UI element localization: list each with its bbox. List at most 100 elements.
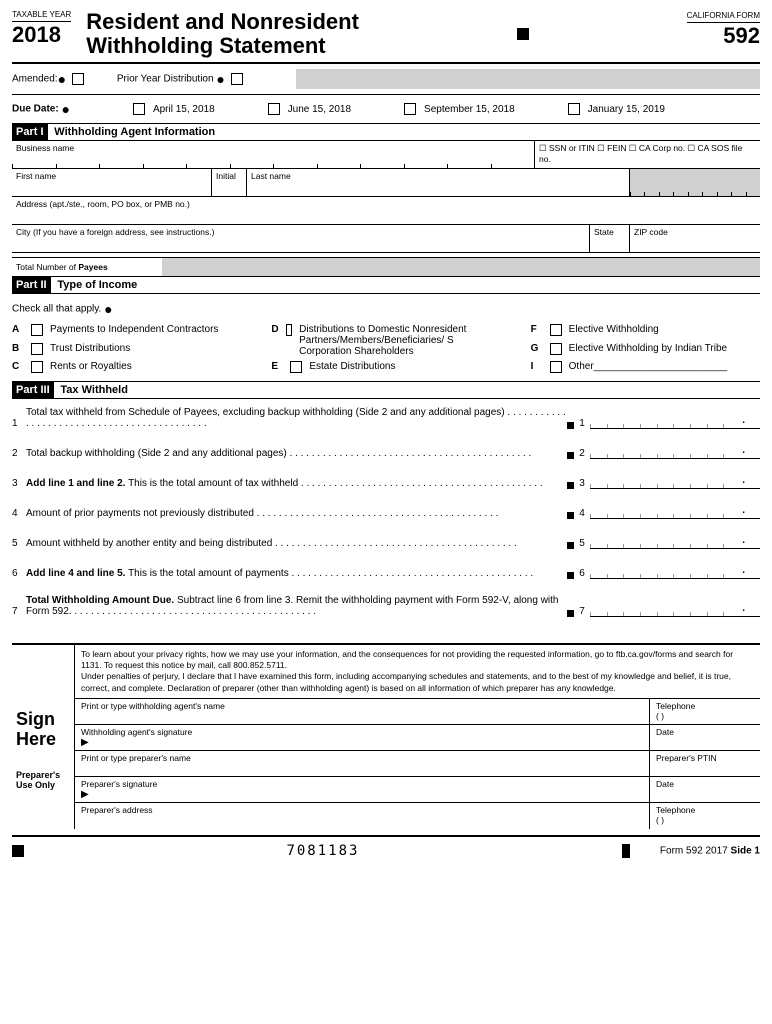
business-name-label: Business name [16,143,74,153]
date-2: June 15, 2018 [288,104,351,115]
form-title-2: Withholding Statement [86,34,359,58]
income-f: Elective Withholding [569,324,659,335]
amended-row: Amended:● Prior Year Distribution ● [12,64,760,95]
payees-label: Total Number of Payees [16,262,108,272]
income-g: Elective Withholding by Indian Tribe [569,343,727,354]
part3-header-row: Part III Tax Withheld [12,382,760,398]
phone-paren-2[interactable]: ( ) [656,815,664,825]
footer-code: 7081183 [286,843,359,859]
payees-row: Total Number of Payees [12,257,760,277]
income-check-c[interactable] [31,361,43,373]
income-d: Distributions to Domestic Nonresident Pa… [299,324,501,357]
address-label: Address (apt./ste., room, PO box, or PMB… [12,197,760,224]
name-row: First name Initial Last name [12,169,760,197]
preparer-label: Preparer's Use Only [16,770,70,790]
income-b: Trust Distributions [50,343,130,354]
payees-input[interactable] [162,258,760,276]
form-header: TAXABLE YEAR 2018 Resident and Nonreside… [12,10,760,64]
date-3: September 15, 2018 [424,104,515,115]
tax-line-3: 3Add line 1 and line 2. This is the tota… [12,467,760,497]
header-marker [517,28,529,40]
agent-name-field[interactable]: Print or type withholding agent's name [75,699,650,724]
business-name-row: Business name ☐ SSN or ITIN ☐ FEIN ☐ CA … [12,141,760,169]
tax-amount-7[interactable]: . [590,603,760,617]
tax-lines: 1Total tax withheld from Schedule of Pay… [12,399,760,625]
tax-amount-5[interactable]: . [590,535,760,549]
address-row[interactable]: Address (apt./ste., room, PO box, or PMB… [12,197,760,225]
income-i: Other________________________ [569,361,728,372]
income-check-a[interactable] [31,324,43,336]
income-check-e[interactable] [290,361,302,373]
ptin-field[interactable]: Preparer's PTIN [650,751,760,776]
phone-paren[interactable]: ( ) [656,711,664,721]
id-checks[interactable]: ☐ SSN or ITIN ☐ FEIN ☐ CA Corp no. ☐ CA … [535,141,760,168]
income-check-i[interactable] [550,361,562,373]
tax-line-6: 6Add line 4 and line 5. This is the tota… [12,557,760,587]
state-label[interactable]: State [590,225,630,252]
tax-year: 2018 [12,22,71,48]
date-checkbox-3[interactable] [404,103,416,115]
tax-amount-2[interactable]: . [590,445,760,459]
income-check-f[interactable] [550,324,562,336]
date-checkbox-4[interactable] [568,103,580,115]
part3-badge: Part III [12,382,54,398]
preparer-name-field[interactable]: Print or type preparer's name [75,751,650,776]
date-checkbox-2[interactable] [268,103,280,115]
sign-section: Sign Here Preparer's Use Only To learn a… [12,643,760,828]
tax-amount-6[interactable]: . [590,565,760,579]
first-name-label[interactable]: First name [12,169,212,196]
sign-title: Sign Here [16,710,70,750]
privacy-text: To learn about your privacy rights, how … [75,645,760,698]
part2-badge: Part II [12,277,51,293]
preparer-sig-field[interactable]: Preparer's signature▶ [75,777,650,802]
telephone-label: Telephone [656,701,695,711]
due-date-row: Due Date: ● April 15, 2018 June 15, 2018… [12,95,760,124]
ca-form-label: CALIFORNIA FORM [687,11,760,23]
form-title-1: Resident and Nonresident [86,10,359,34]
tax-amount-3[interactable]: . [590,475,760,489]
tax-amount-4[interactable]: . [590,505,760,519]
tax-line-7: 7Total Withholding Amount Due. Subtract … [12,587,760,625]
tax-year-label: TAXABLE YEAR [12,10,71,22]
tax-form-page: TAXABLE YEAR 2018 Resident and Nonreside… [0,0,772,869]
date-checkbox-1[interactable] [133,103,145,115]
prior-year-checkbox[interactable] [231,73,243,85]
footer-form-ref: Form 592 2017 [660,845,728,856]
income-check-g[interactable] [550,343,562,355]
part2-title: Type of Income [53,277,141,293]
income-grid: APayments to Independent Contractors DDi… [12,320,760,377]
date-field-2[interactable]: Date [650,777,760,802]
part3-title: Tax Withheld [56,382,132,398]
footer: 7081183 Form 592 2017 Side 1 [12,835,760,859]
agent-sig-field[interactable]: Withholding agent's signature▶ [75,725,650,750]
amended-checkbox[interactable] [72,73,84,85]
form-number: 592 [687,23,760,49]
footer-marker-right [622,844,630,858]
zip-label[interactable]: ZIP code [630,225,760,252]
amended-label: Amended: [12,74,58,85]
last-name-label[interactable]: Last name [247,169,630,196]
due-date-label: Due Date: [12,104,59,115]
check-all-label: Check all that apply. [12,304,101,315]
prior-year-label: Prior Year Distribution [117,74,214,85]
date-1: April 15, 2018 [153,104,215,115]
income-check-d[interactable] [286,324,293,336]
telephone-label-2: Telephone [656,805,695,815]
footer-marker-left [12,845,24,857]
income-c: Rents or Royalties [50,361,132,372]
part1-title: Withholding Agent Information [50,124,219,140]
income-a: Payments to Independent Contractors [50,324,218,335]
tax-amount-1[interactable]: . [590,415,760,429]
date-field-1[interactable]: Date [650,725,760,750]
city-row: City (If you have a foreign address, see… [12,225,760,253]
income-e: Estate Distributions [309,361,395,372]
part1-header-row: Part I Withholding Agent Information [12,124,760,141]
date-4: January 15, 2019 [588,104,665,115]
income-check-b[interactable] [31,343,43,355]
tax-line-2: 2Total backup withholding (Side 2 and an… [12,437,760,467]
preparer-addr-field[interactable]: Preparer's address [75,803,650,829]
tax-line-1: 1Total tax withheld from Schedule of Pay… [12,399,760,437]
city-label[interactable]: City (If you have a foreign address, see… [12,225,590,252]
initial-label[interactable]: Initial [212,169,247,196]
part2-header-row: Part II Type of Income [12,277,760,294]
